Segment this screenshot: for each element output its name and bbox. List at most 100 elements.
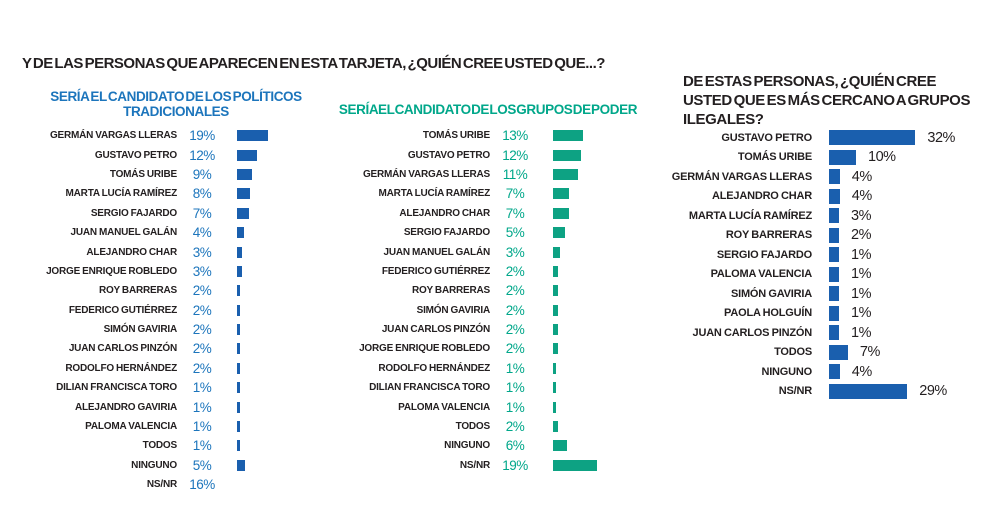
percent-value: 2%	[192, 360, 212, 376]
chart-row: ALEJANDRO GAVIRIA 1%	[20, 397, 332, 416]
bar	[237, 168, 252, 180]
category-label: MARTA LUCÍA RAMÍREZ	[65, 188, 178, 200]
bar	[237, 130, 269, 142]
category-label: JUAN MANUEL GALÁN	[70, 227, 177, 239]
bar	[829, 305, 839, 321]
percent-value: 16%	[189, 477, 215, 493]
category-label: ALEJANDRO CHAR	[86, 246, 177, 258]
bar	[553, 324, 558, 336]
bar	[237, 324, 241, 336]
category-label: TODOS	[774, 346, 812, 359]
category-label: GERMÁN VARGAS LLERAS	[49, 130, 177, 142]
percent-value: 7%	[192, 205, 212, 221]
percent-value: 5%	[505, 225, 525, 241]
bar	[237, 401, 240, 413]
category-label: PALOMA VALENCIA	[710, 268, 813, 281]
category-label: FEDERICO GUTIÉRREZ	[381, 265, 490, 277]
bar	[237, 285, 241, 297]
category-label: GUSTAVO PETRO	[94, 149, 177, 161]
chart-row: SIMÓN GAVIRIA 2%	[20, 320, 332, 339]
chart-row: PAOLA HOLGUÍN 1%	[660, 304, 1000, 324]
chart-row: GERMÁN VARGAS LLERAS 4%	[660, 167, 1000, 187]
percent-value: 3%	[192, 244, 212, 260]
bar	[829, 266, 839, 282]
chart-row: TOMÁS URIBE 10%	[660, 148, 1000, 168]
percent-value: 29%	[919, 383, 947, 400]
category-label: NS/NR	[778, 385, 812, 398]
percent-value: 1%	[192, 419, 212, 435]
chart-row: RODOLFO HERNÁNDEZ 1%	[333, 359, 643, 378]
chart-row: DILIAN FRANCISCA TORO 1%	[20, 378, 332, 397]
bar	[237, 188, 251, 200]
chart-row: JUAN CARLOS PINZÓN 2%	[333, 320, 643, 339]
percent-value: 1%	[505, 360, 525, 376]
category-label: NINGUNO	[444, 440, 490, 452]
category-label: ROY BARRERAS	[98, 285, 177, 297]
chart-row: SERGIO FAJARDO 1%	[660, 245, 1000, 265]
bar	[237, 207, 249, 219]
bar	[553, 362, 556, 374]
bar	[237, 246, 242, 258]
percent-value: 2%	[505, 283, 525, 299]
chart-row: SERGIO FAJARDO 7%	[20, 204, 332, 223]
percent-value: 19%	[189, 128, 215, 144]
bar	[553, 227, 565, 239]
percent-value: 7%	[859, 344, 880, 361]
chart-row: SERGIO FAJARDO 5%	[333, 223, 643, 242]
percent-value: 7%	[505, 205, 525, 221]
bar	[829, 169, 840, 185]
category-label: SERGIO FAJARDO	[716, 248, 812, 261]
bar	[553, 304, 558, 316]
chart-row: JUAN CARLOS PINZÓN 2%	[20, 339, 332, 358]
bar	[829, 344, 848, 360]
chart-row: GERMÁN VARGAS LLERAS 11%	[333, 165, 643, 184]
category-label: TOMÁS URIBE	[422, 130, 490, 142]
category-label: ALEJANDRO GAVIRIA	[74, 401, 177, 413]
bar	[553, 440, 567, 452]
chart-row: TODOS 2%	[333, 417, 643, 436]
bar	[237, 343, 241, 355]
chart-row: NS/NR 16%	[20, 475, 332, 494]
chart-row: SIMÓN GAVIRIA 1%	[660, 284, 1000, 304]
percent-value: 7%	[505, 186, 525, 202]
bar	[829, 247, 839, 263]
chart-row: GUSTAVO PETRO 32%	[660, 128, 1000, 148]
category-label: GUSTAVO PETRO	[721, 131, 812, 144]
chart-rows: GUSTAVO PETRO 32% TOMÁS URIBE 10% GERMÁN VAR…	[660, 128, 1000, 401]
bar	[829, 286, 839, 302]
category-label: SIMÓN GAVIRIA	[103, 324, 178, 336]
bar	[237, 440, 240, 452]
category-label: SERGIO FAJARDO	[403, 227, 490, 239]
bar	[237, 382, 240, 394]
percent-value: 32%	[927, 129, 955, 146]
category-label: MARTA LUCÍA RAMÍREZ	[378, 188, 491, 200]
chart-row: ROY BARRERAS 2%	[333, 281, 643, 300]
category-label: JORGE ENRIQUE ROBLEDO	[46, 265, 177, 277]
chart-row: ALEJANDRO CHAR 3%	[20, 242, 332, 261]
percent-value: 2%	[192, 302, 212, 318]
category-label: DILIAN FRANCISCA TORO	[369, 382, 490, 394]
chart-title: SERÍA EL CANDIDATO DE LOS GRUPOS DE PODE…	[338, 102, 638, 117]
percent-value: 9%	[192, 166, 212, 182]
chart-row: FEDERICO GUTIÉRREZ 2%	[333, 262, 643, 281]
chart-rows: TOMÁS URIBE 13% GUSTAVO PETRO 12% GERMÁN VAR…	[333, 126, 643, 475]
percent-value: 1%	[192, 380, 212, 396]
chart-row: SIMÓN GAVIRIA 2%	[333, 301, 643, 320]
percent-value: 3%	[192, 263, 212, 279]
category-label: GERMÁN VARGAS LLERAS	[362, 168, 490, 180]
chart-row: ROY BARRERAS 2%	[20, 281, 332, 300]
chart-row: PALOMA VALENCIA 1%	[660, 265, 1000, 285]
bar	[829, 130, 916, 146]
chart-row: ALEJANDRO CHAR 4%	[660, 187, 1000, 207]
percent-value: 1%	[851, 324, 871, 341]
category-label: TODOS	[455, 421, 491, 433]
chart-row: TOMÁS URIBE 9%	[20, 165, 332, 184]
chart-row: NINGUNO 5%	[20, 456, 332, 475]
category-label: ROY BARRERAS	[725, 229, 812, 242]
chart-row: FEDERICO GUTIÉRREZ 2%	[20, 301, 332, 320]
percent-value: 6%	[505, 438, 525, 454]
chart-row: TODOS 1%	[20, 436, 332, 455]
bar	[237, 304, 241, 316]
chart-row: NINGUNO 6%	[333, 436, 643, 455]
